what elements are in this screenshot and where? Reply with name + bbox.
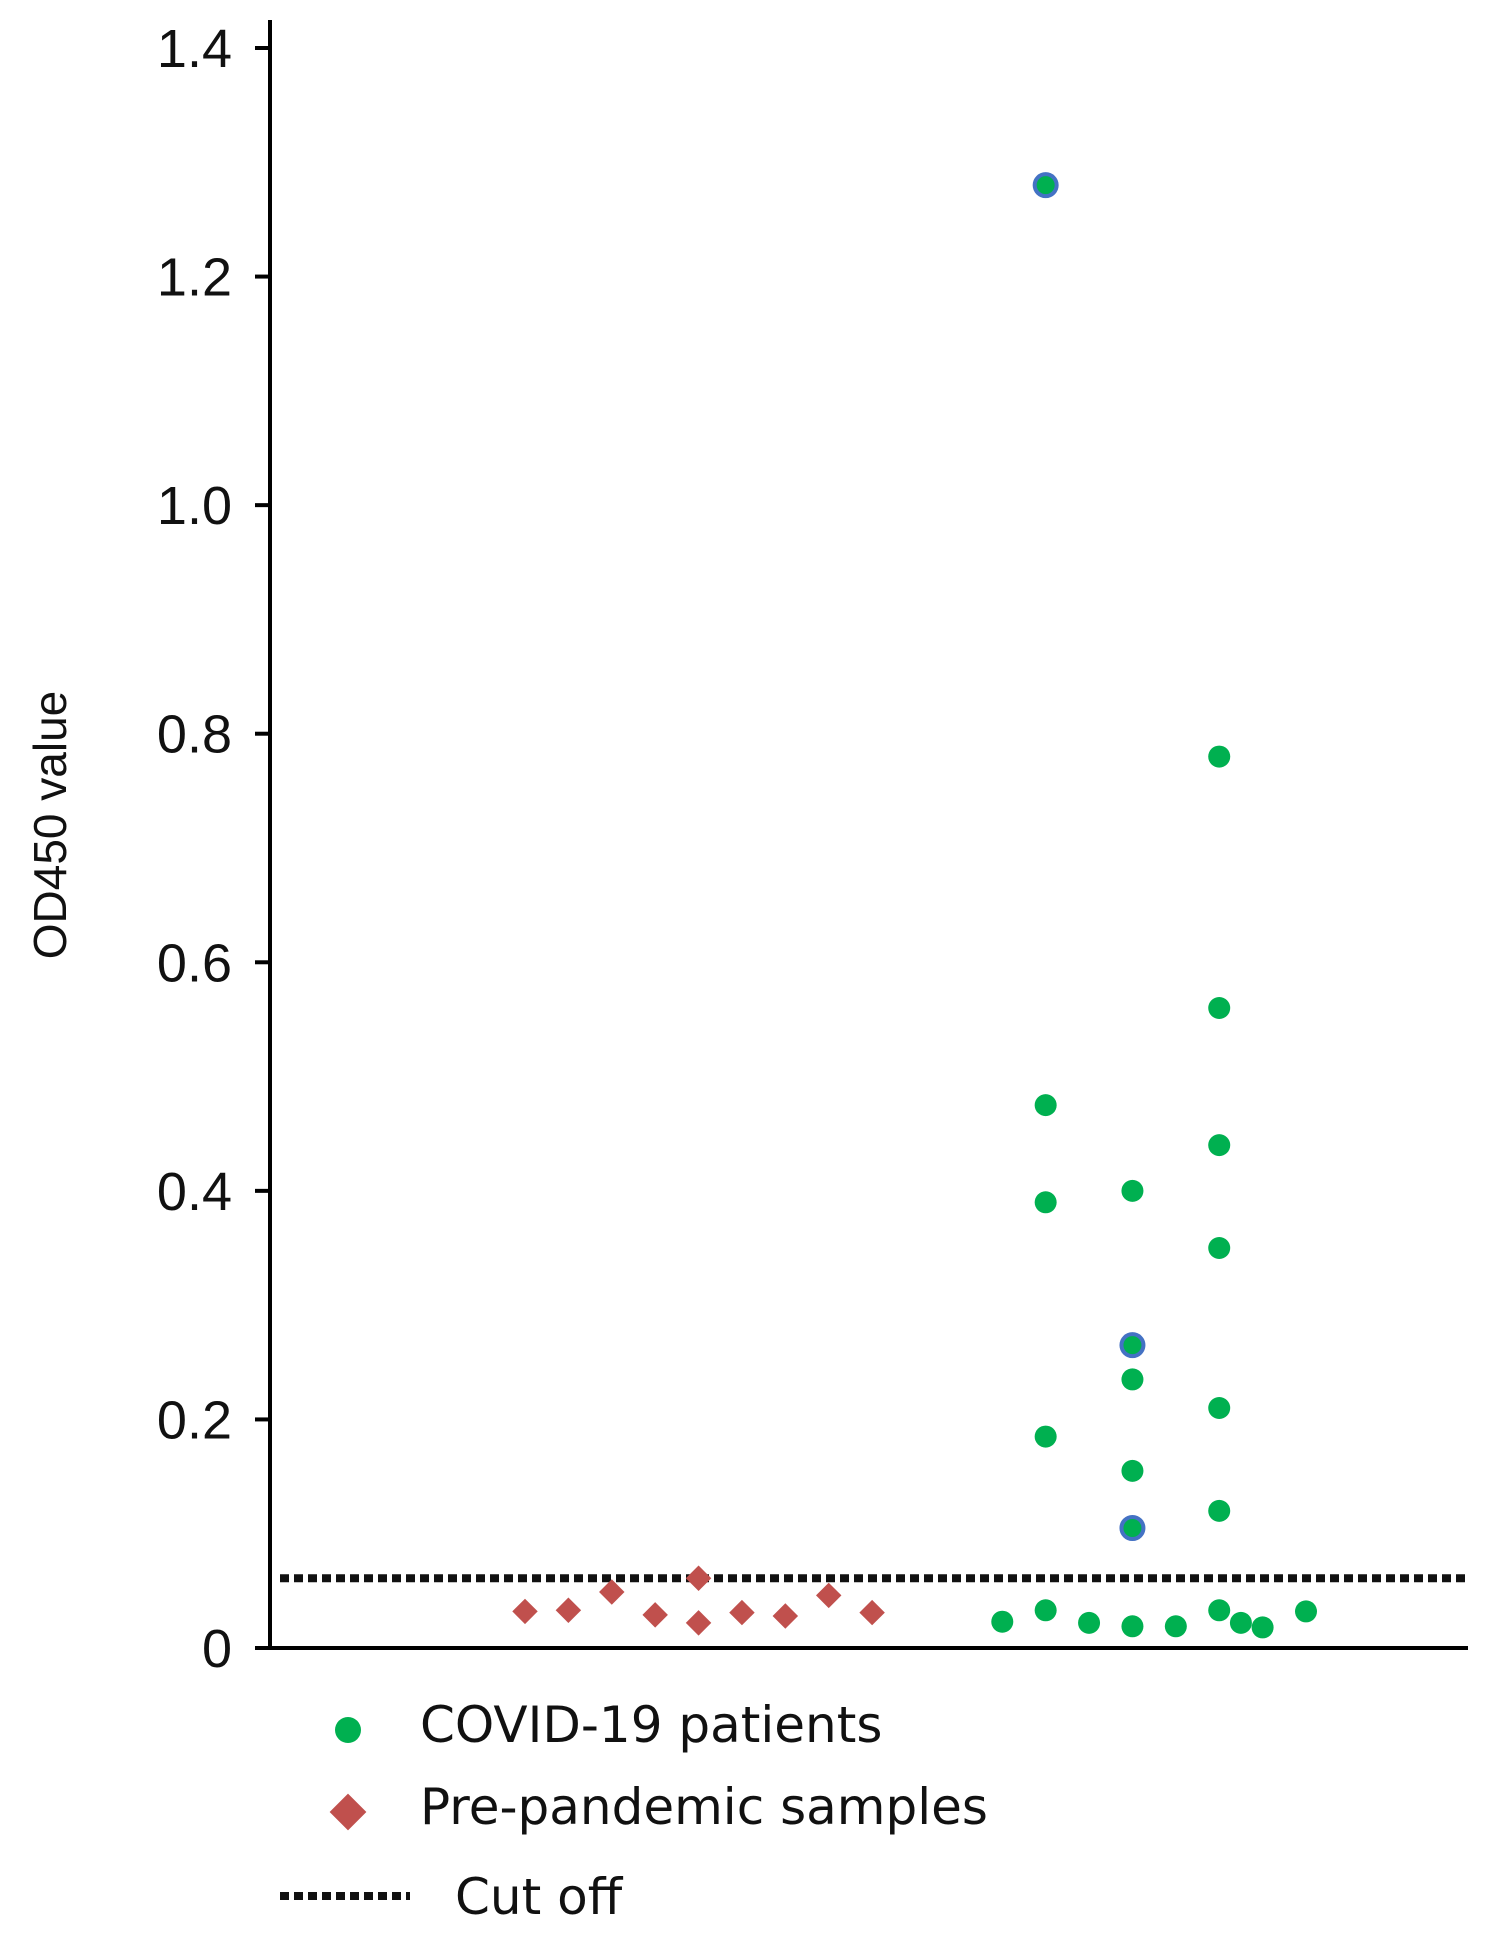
- legend-covid-label: COVID-19 patients: [420, 1696, 882, 1754]
- y-tick-label: 0.4: [157, 1162, 232, 1222]
- legend-cutoff-label: Cut off: [455, 1868, 624, 1926]
- y-tick-label: 0.8: [157, 705, 232, 765]
- y-tick-label: 0.6: [157, 933, 232, 993]
- legend: COVID-19 patients Pre-pandemic samples C…: [280, 1696, 988, 1926]
- prepandemic-point: [642, 1602, 668, 1628]
- covid-point: [1295, 1600, 1317, 1623]
- covid-point: [1208, 1499, 1231, 1522]
- prepandemic-point: [599, 1579, 625, 1605]
- covid-point: [1251, 1616, 1274, 1639]
- prepandemic-point: [685, 1565, 712, 1592]
- covid-point: [1229, 1611, 1252, 1634]
- covid-point: [1034, 1191, 1057, 1214]
- covid-point: [1208, 997, 1231, 1019]
- covid-point: [1208, 1237, 1231, 1259]
- data-points: [512, 172, 1317, 1639]
- covid-point: [1208, 745, 1231, 768]
- covid-point: [1121, 1368, 1144, 1391]
- y-ticks: 0 0.2 0.4 0.6 0.8 1.0 1.2 1.4: [157, 19, 270, 1679]
- y-tick-label: 1.2: [157, 248, 232, 308]
- covid-point: [1119, 1515, 1146, 1541]
- prepandemic-point: [555, 1597, 582, 1624]
- covid-point: [1034, 1599, 1057, 1622]
- y-tick-label: 1.0: [157, 476, 232, 536]
- covid-point: [1121, 1615, 1144, 1638]
- prepandemic-point: [815, 1582, 842, 1609]
- y-tick-label: 0: [202, 1619, 232, 1679]
- covid-point: [1032, 172, 1059, 199]
- y-tick-label: 1.4: [157, 19, 232, 79]
- covid-point: [1121, 1179, 1144, 1202]
- covid-point: [1034, 1094, 1057, 1117]
- y-tick-label: 0.2: [157, 1390, 232, 1450]
- prepandemic-point: [729, 1599, 755, 1626]
- covid-point: [1208, 1397, 1231, 1419]
- legend-covid-marker: [335, 1717, 361, 1743]
- covid-point: [1164, 1615, 1187, 1638]
- covid-point: [1078, 1611, 1101, 1634]
- prepandemic-point: [685, 1610, 712, 1636]
- covid-point: [1208, 1134, 1231, 1157]
- covid-point: [1121, 1459, 1144, 1482]
- legend-prepandemic-label: Pre-pandemic samples: [420, 1778, 988, 1836]
- prepandemic-point: [772, 1603, 799, 1629]
- covid-point: [991, 1610, 1014, 1633]
- covid-point: [1119, 1332, 1146, 1359]
- covid-point: [1034, 1425, 1057, 1448]
- prepandemic-point: [512, 1598, 538, 1625]
- y-axis-label: OD450 value: [24, 691, 76, 960]
- covid-point: [1208, 1599, 1231, 1622]
- prepandemic-point: [859, 1599, 885, 1626]
- legend-prepandemic-marker: [329, 1793, 367, 1831]
